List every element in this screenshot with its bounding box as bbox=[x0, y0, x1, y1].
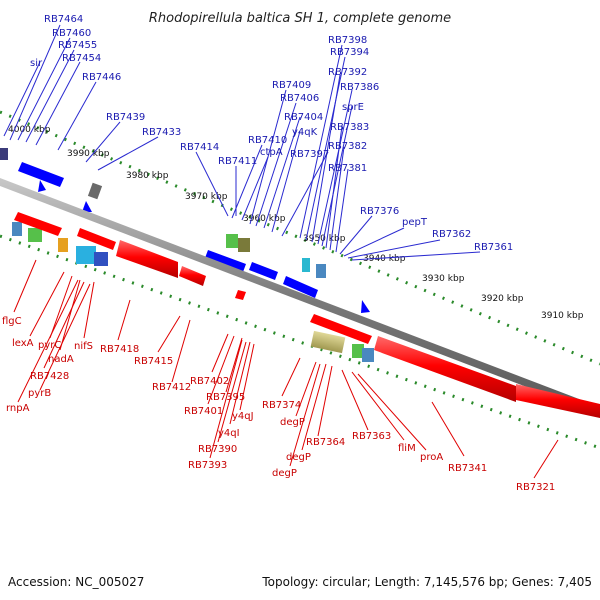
gene-label: RB7415 bbox=[134, 356, 173, 367]
accession-text: Accession: NC_005027 bbox=[8, 575, 144, 589]
gene-label: ctpA bbox=[260, 147, 283, 158]
gene-label: RB7454 bbox=[62, 53, 101, 64]
gene-label: RB7411 bbox=[218, 156, 257, 167]
gene-label: RB7361 bbox=[474, 242, 513, 253]
tick-track-inner bbox=[0, 234, 600, 450]
gene-label: RB7394 bbox=[330, 47, 369, 58]
gene-label: y4qI bbox=[218, 428, 240, 439]
gene-label: pepT bbox=[402, 217, 428, 228]
scale-label: 3950 kbp bbox=[303, 234, 346, 244]
gene-label: RB7341 bbox=[448, 463, 487, 474]
scale-label: 4000 kbp bbox=[8, 125, 51, 135]
gene-label: RB7455 bbox=[58, 40, 97, 51]
gene-label: RB7410 bbox=[248, 135, 287, 146]
gene-label: RB7382 bbox=[328, 141, 367, 152]
scale-label: 3990 kbp bbox=[67, 149, 110, 159]
blue-leaders bbox=[3, 24, 481, 261]
gene-label: pyrC bbox=[38, 340, 61, 351]
segment-blocks bbox=[12, 222, 374, 362]
genome-title: Rhodopirellula baltica SH 1, complete ge… bbox=[149, 11, 451, 26]
gene-label: degP bbox=[272, 468, 297, 479]
gene-label: RB7363 bbox=[352, 431, 391, 442]
gene-label: nadA bbox=[48, 354, 74, 365]
gene-label: fliM bbox=[398, 443, 416, 454]
forward-genes bbox=[0, 148, 370, 313]
gene-label: sir bbox=[30, 58, 43, 69]
gene-label: RB7464 bbox=[44, 14, 83, 25]
red-gene-labels: flgC lexA pyrC nadA nifS RB7428 pyrB rnp… bbox=[2, 316, 555, 493]
gene-label: y4qK bbox=[292, 127, 318, 138]
gene-label: RB7404 bbox=[284, 112, 323, 123]
gene-label: RB7402 bbox=[190, 376, 229, 387]
genome-backbone bbox=[0, 178, 600, 415]
reverse-genes bbox=[14, 212, 600, 418]
gene-label: RB7418 bbox=[100, 344, 139, 355]
scale-label: 3980 kbp bbox=[126, 171, 169, 181]
gene-label: RB7364 bbox=[306, 437, 345, 448]
gene-label: RB7460 bbox=[52, 28, 91, 39]
gene-label: RB7321 bbox=[516, 482, 555, 493]
gene-label: nifS bbox=[74, 341, 93, 352]
gene-label: RB7412 bbox=[152, 382, 191, 393]
gene-label: rnpA bbox=[6, 403, 30, 414]
gene-label: RB7409 bbox=[272, 80, 311, 91]
gene-label: pyrB bbox=[28, 388, 51, 399]
gene-label: RB7439 bbox=[106, 112, 145, 123]
gene-label: RB7392 bbox=[328, 67, 367, 78]
gene-label: RB7362 bbox=[432, 229, 471, 240]
gene-label: RB7386 bbox=[340, 82, 379, 93]
gene-label: y4qJ bbox=[232, 411, 254, 422]
scale-label: 3910 kbp bbox=[541, 311, 584, 321]
scale-label: 3920 kbp bbox=[481, 294, 524, 304]
scale-label: 3970 kbp bbox=[185, 192, 228, 202]
scale-labels: 4000 kbp 3990 kbp 3980 kbp 3970 kbp 3960… bbox=[8, 125, 584, 321]
gene-label: flgC bbox=[2, 316, 22, 327]
gene-label: RB7398 bbox=[328, 35, 367, 46]
gene-label: RB7376 bbox=[360, 206, 399, 217]
gene-label: RB7381 bbox=[328, 163, 367, 174]
gene-label: RB7406 bbox=[280, 93, 319, 104]
scale-label: 3930 kbp bbox=[422, 274, 465, 284]
gene-label: sprE bbox=[342, 102, 364, 113]
gene-label: RB7374 bbox=[262, 400, 301, 411]
gene-label: RB7397 bbox=[290, 149, 329, 160]
gene-label: RB7428 bbox=[30, 371, 69, 382]
gene-label: degP bbox=[280, 417, 305, 428]
gene-label: RB7393 bbox=[188, 460, 227, 471]
gene-label: lexA bbox=[12, 338, 34, 349]
blue-gene-labels: RB7464 RB7460 RB7455 sir RB7454 RB7446 R… bbox=[30, 14, 513, 253]
scale-label: 3940 kbp bbox=[363, 254, 406, 264]
scale-label: 3960 kbp bbox=[243, 214, 286, 224]
gene-label: RB7414 bbox=[180, 142, 219, 153]
gene-label: RB7433 bbox=[142, 127, 181, 138]
summary-text: Topology: circular; Length: 7,145,576 bp… bbox=[261, 575, 592, 589]
gene-label: RB7446 bbox=[82, 72, 121, 83]
red-leaders bbox=[13, 259, 559, 479]
gene-label: RB7383 bbox=[330, 122, 369, 133]
gene-label: degP bbox=[286, 452, 311, 463]
gene-label: RB7401 bbox=[184, 406, 223, 417]
gene-label: RB7390 bbox=[198, 444, 237, 455]
gene-label: proA bbox=[420, 452, 443, 463]
gene-label: RB7395 bbox=[206, 392, 245, 403]
